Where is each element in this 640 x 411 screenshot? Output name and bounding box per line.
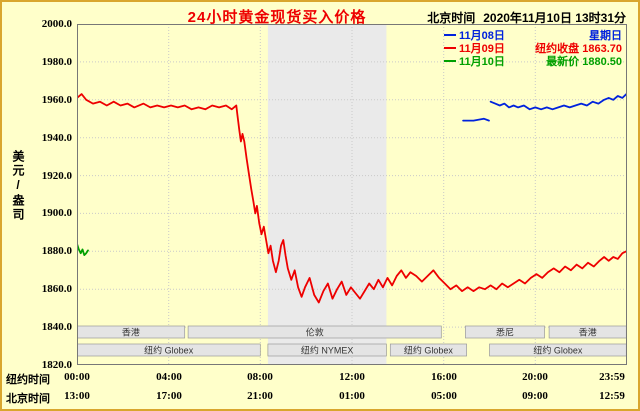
session-bar [77, 343, 261, 357]
session-bar [465, 325, 545, 339]
x-tick: 23:59 [599, 371, 625, 383]
session-label: 伦敦 [306, 327, 324, 338]
line-sample-icon [444, 59, 456, 62]
session-label: 悉尼 [496, 327, 514, 338]
x-tick: 01:00 [339, 390, 365, 402]
y-tick: 2000.0 [41, 18, 72, 30]
price-line [489, 93, 627, 111]
y-axis-label: 美元/盎司 [11, 150, 25, 222]
y-tick: 1960.0 [41, 94, 72, 106]
x-tick: 04:00 [156, 371, 182, 383]
clock-label: 北京时间 [427, 11, 476, 25]
session-label: 香港 [579, 327, 597, 338]
clock-value: 2020年11月10日 13时31分 [483, 11, 626, 25]
y-tick: 1920.0 [41, 170, 72, 182]
price-line [77, 242, 89, 257]
line-sample-icon [444, 46, 456, 49]
x-tick: 00:00 [64, 371, 90, 383]
legend: 11月08日 星期日 11月09日 纽约收盘 1863.70 11月10日 最新… [444, 28, 622, 68]
x-tick: 09:00 [522, 390, 548, 402]
x-axis-beijing: 北京时间 13:00 17:00 21:00 01:00 05:00 09:00… [2, 390, 638, 405]
x-tick: 20:00 [522, 371, 548, 383]
y-tick: 1940.0 [41, 132, 72, 144]
legend-date: 11月08日 [459, 29, 505, 42]
session-bar [389, 343, 467, 357]
session-label: 香港 [122, 327, 140, 338]
session-bar [77, 325, 186, 339]
price-line [462, 117, 490, 122]
x-tick: 16:00 [431, 371, 457, 383]
x-tick: 08:00 [247, 371, 273, 383]
session-bar [187, 325, 442, 339]
legend-info: 纽约收盘 1863.70 [535, 42, 622, 55]
session-label: 纽约 Globex [533, 345, 583, 356]
legend-item: 11月09日 纽约收盘 1863.70 [444, 41, 622, 55]
x-tick: 13:00 [64, 390, 90, 402]
x-tick: 12:00 [339, 371, 365, 383]
legend-info: 最新价 1880.50 [546, 55, 622, 68]
y-tick: 1980.0 [41, 56, 72, 68]
y-axis: 2000.0 1980.0 1960.0 1940.0 1920.0 1900.… [2, 2, 72, 409]
x-tick: 05:00 [431, 390, 457, 402]
y-tick: 1860.0 [41, 283, 72, 295]
y-tick: 1900.0 [41, 207, 72, 219]
x-axis-newyork: 纽约时间 00:00 04:00 08:00 12:00 16:00 20:00… [2, 371, 638, 386]
session-label: 纽约 NYMEX [301, 345, 354, 356]
x-tick: 12:59 [599, 390, 625, 402]
legend-info: 星期日 [589, 29, 622, 42]
x-axis-beijing-label: 北京时间 [6, 393, 50, 405]
line-sample-icon [444, 33, 456, 36]
page-title: 24小时黄金现货买入价格 [187, 9, 367, 26]
legend-date: 11月10日 [459, 55, 505, 68]
plot-border [77, 24, 627, 365]
legend-date: 11月09日 [459, 42, 505, 55]
price-line [77, 93, 627, 304]
y-tick: 1840.0 [41, 321, 72, 333]
nymex-session-band [267, 24, 387, 365]
beijing-clock: 北京时间 2020年11月10日 13时31分 [427, 9, 626, 26]
legend-item: 11月08日 星期日 [444, 28, 622, 42]
y-tick: 1820.0 [41, 359, 72, 371]
legend-item: 11月10日 最新价 1880.50 [444, 54, 622, 68]
y-tick: 1880.0 [41, 245, 72, 257]
x-tick: 17:00 [156, 390, 182, 402]
x-tick: 21:00 [247, 390, 273, 402]
x-axis-newyork-label: 纽约时间 [6, 374, 50, 386]
session-label: 纽约 Globex [144, 345, 194, 356]
session-label: 纽约 Globex [404, 345, 454, 356]
session-bar [267, 343, 387, 357]
